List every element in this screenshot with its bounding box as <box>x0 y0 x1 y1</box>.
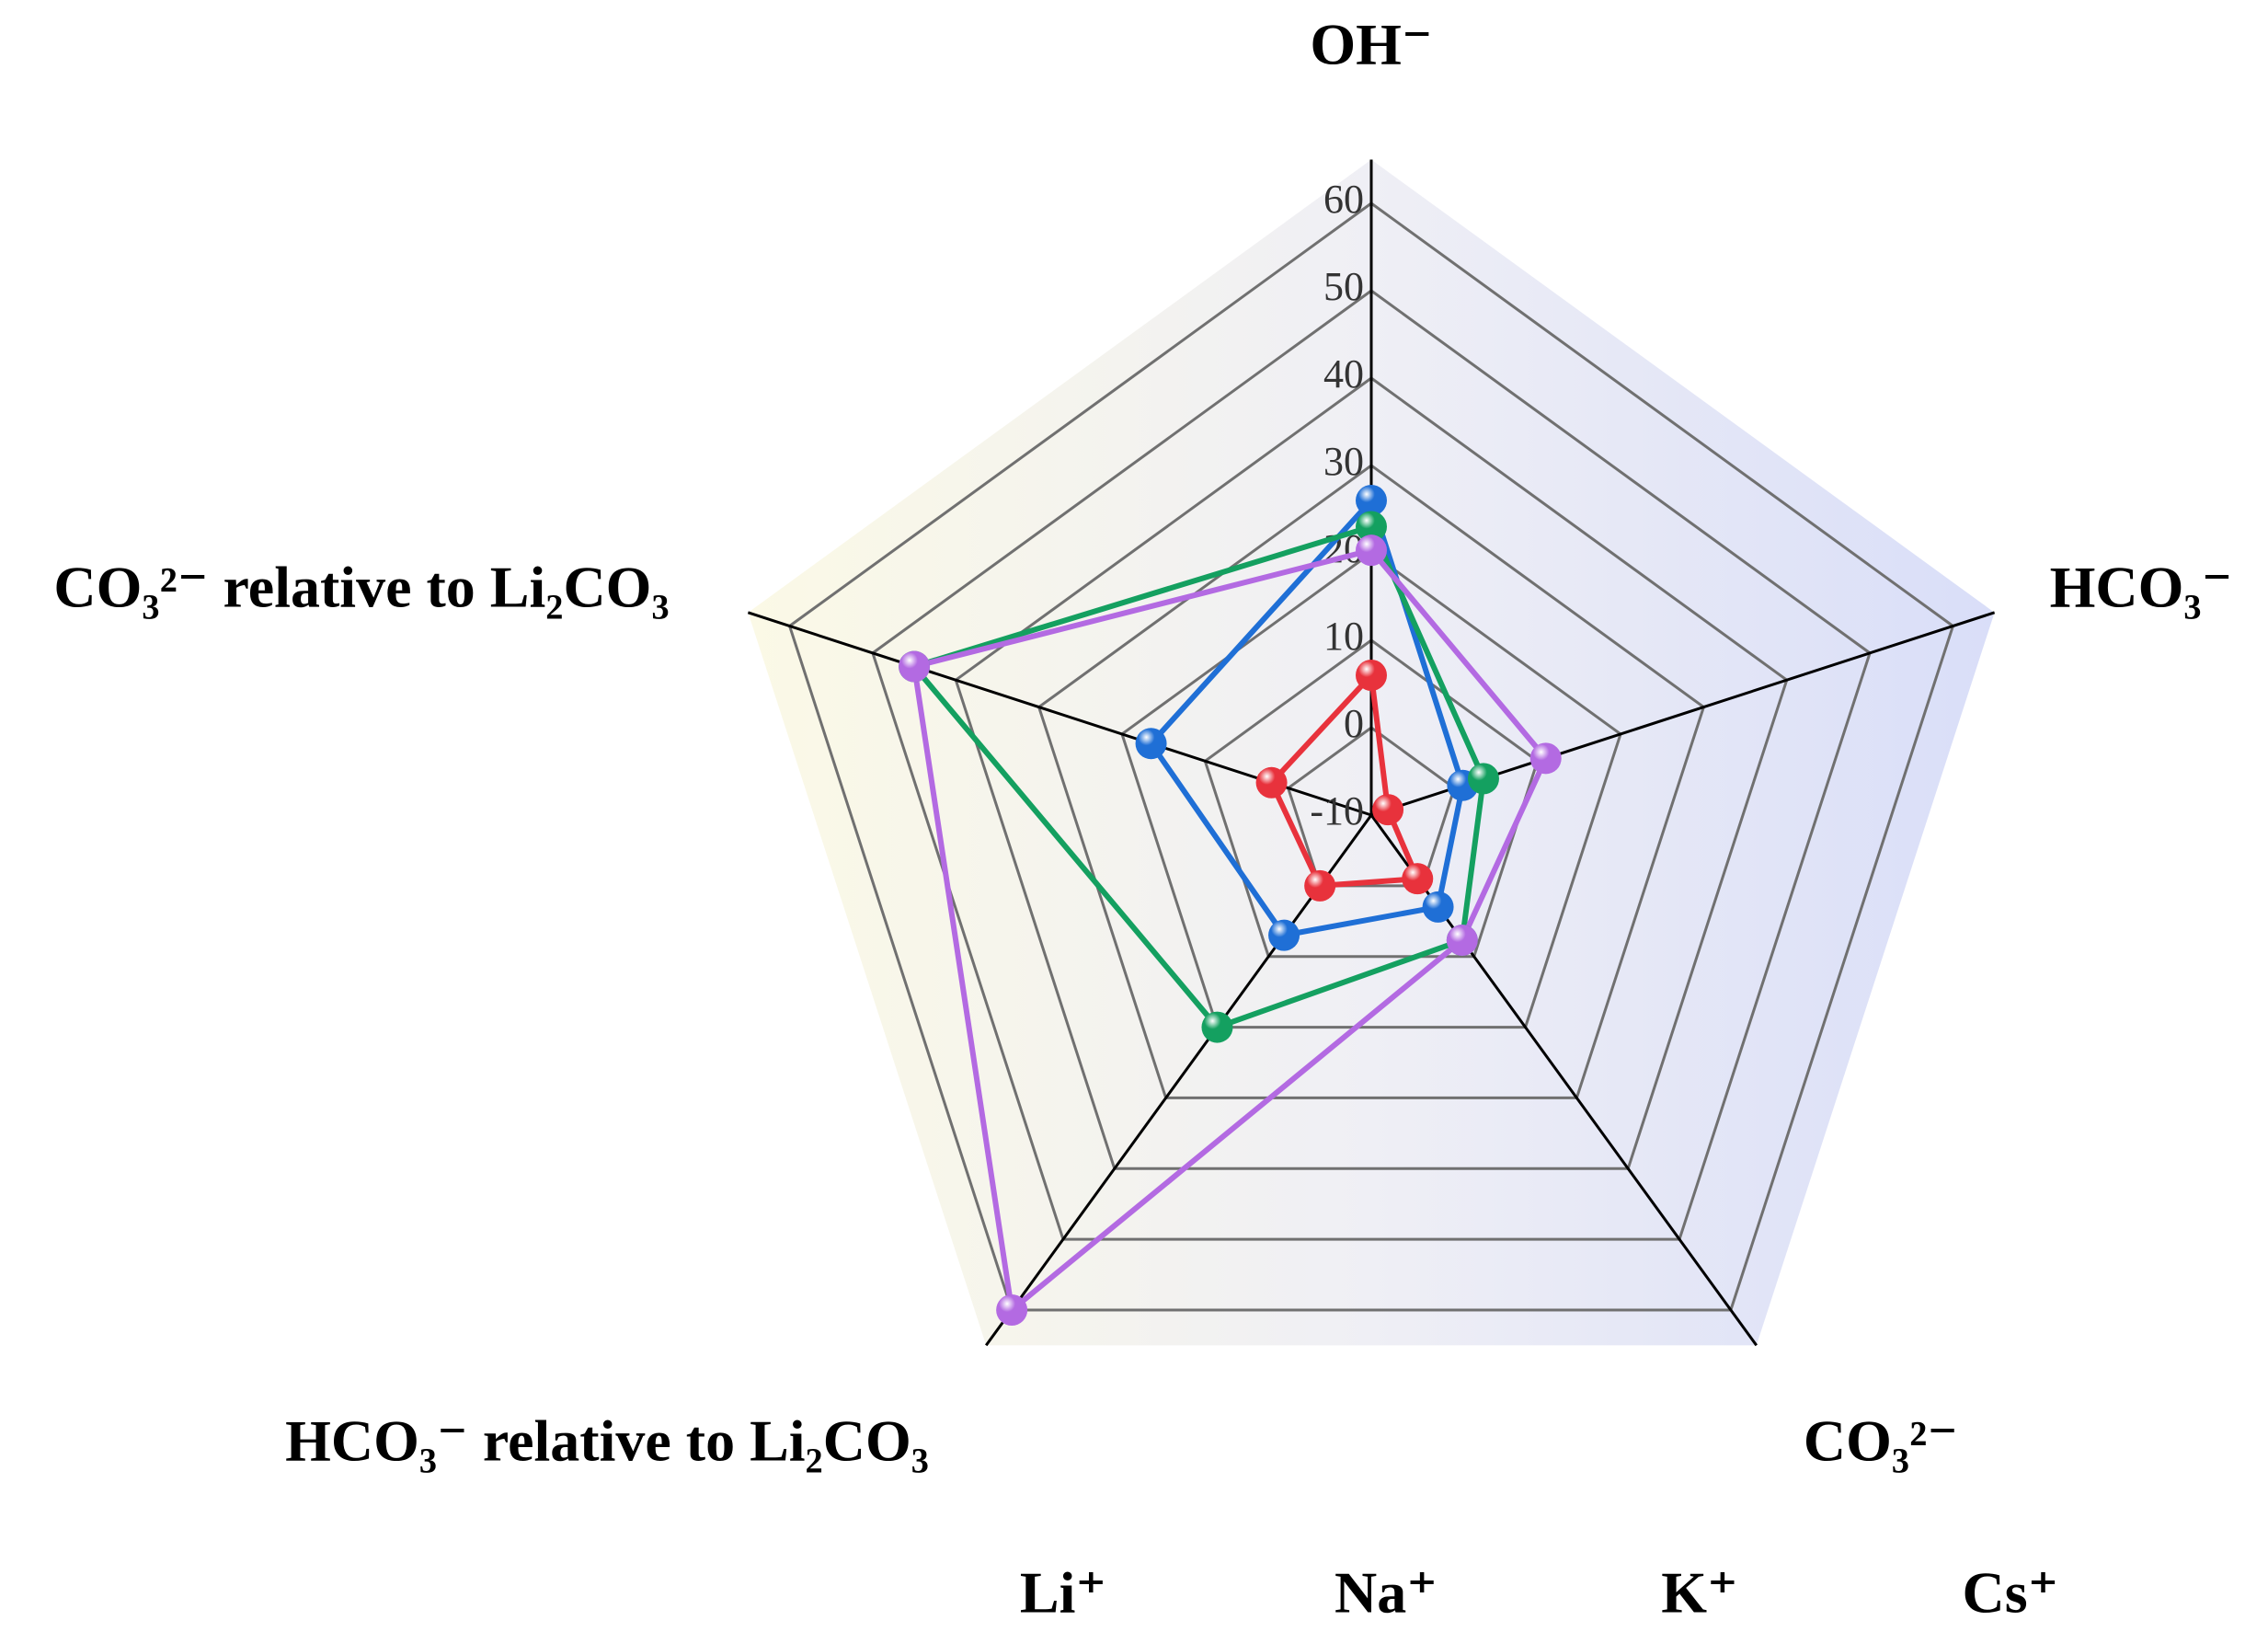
grid-ring <box>1120 551 1622 1029</box>
data-point <box>1356 485 1387 516</box>
axis-line <box>984 814 1373 1347</box>
tick-label: 30 <box>1323 439 1364 484</box>
grid-ring <box>1286 726 1457 888</box>
data-point <box>899 650 931 683</box>
grid-ring <box>1037 464 1706 1099</box>
series-line <box>1268 669 1422 889</box>
data-point <box>1201 1011 1233 1043</box>
data-point <box>1135 728 1167 760</box>
grid-ring <box>954 376 1789 1170</box>
tick-label: 10 <box>1323 614 1364 659</box>
data-point <box>1402 863 1434 895</box>
data-point <box>1304 869 1336 902</box>
grid-ring <box>871 289 1872 1241</box>
grid-ring <box>787 201 1955 1312</box>
tick-label: 50 <box>1323 264 1364 309</box>
series-line <box>909 523 1487 1031</box>
axis-label: CO₃²⁻ relative to Li₂CO₃ <box>53 555 669 620</box>
series-line <box>1147 495 1466 938</box>
axis-label: CO₃²⁻ <box>1804 1408 1958 1474</box>
legend-label: Li⁺ <box>1020 1560 1106 1626</box>
data-point <box>1467 763 1499 795</box>
data-point <box>1356 534 1387 567</box>
tick-label: 0 <box>1344 701 1364 746</box>
data-point <box>1529 742 1562 775</box>
legend-label: K⁺ <box>1661 1560 1738 1626</box>
data-point <box>1446 925 1478 957</box>
legend-label: Cs⁺ <box>1963 1560 2059 1626</box>
data-point <box>1372 794 1404 826</box>
axis-label: HCO₃⁻ relative to Li₂CO₃ <box>285 1408 929 1474</box>
data-point <box>996 1293 1028 1326</box>
axis-label: OH⁻ <box>1310 12 1432 77</box>
data-point <box>1356 511 1387 543</box>
tick-label: 60 <box>1323 177 1364 222</box>
tick-label: -10 <box>1310 788 1364 833</box>
grid-ring <box>1203 638 1540 959</box>
axis-label: HCO₃⁻ <box>2050 555 2233 620</box>
data-point <box>1255 766 1288 799</box>
legend-label: Na⁺ <box>1334 1560 1438 1626</box>
tick-label: 40 <box>1323 351 1364 397</box>
data-point <box>1268 919 1300 951</box>
data-point <box>1356 660 1387 691</box>
data-point <box>1422 891 1454 923</box>
series-line <box>911 546 1550 1316</box>
